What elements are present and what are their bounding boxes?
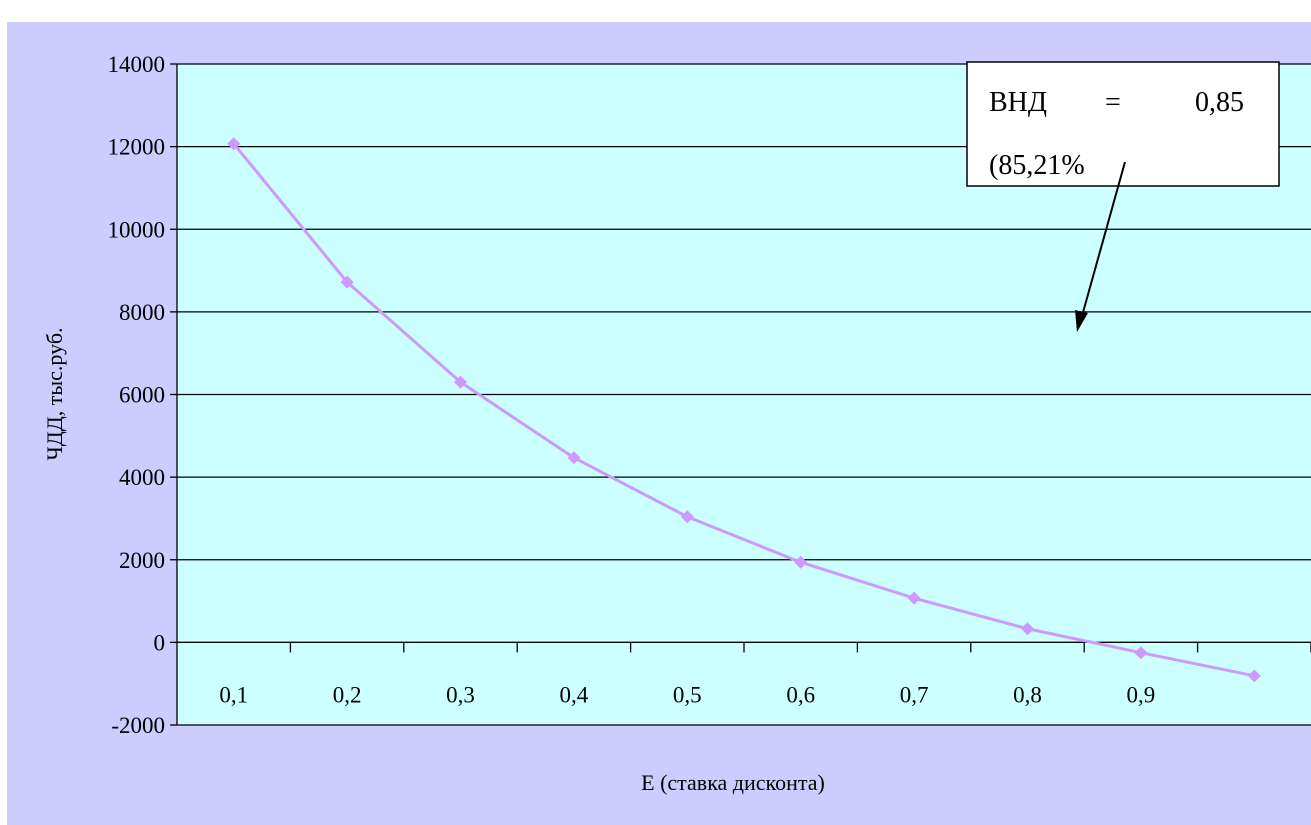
data-point xyxy=(227,137,241,151)
irr-annotation: ВНД = 0,85 (85,21% xyxy=(966,61,1280,332)
annotation-value: 0,85 xyxy=(1195,87,1244,118)
data-point xyxy=(907,591,921,605)
series-line xyxy=(232,142,1255,678)
x-axis-title: Е (ставка дисконта) xyxy=(641,770,825,795)
data-point xyxy=(454,375,467,389)
y-tick-label: 6000 xyxy=(119,383,165,408)
data-point xyxy=(567,451,581,465)
y-axis-ticks: -2000 0 2000 4000 6000 8000 10000 12000 14000 xyxy=(108,52,177,738)
data-point xyxy=(680,510,694,524)
y-tick-label: 2000 xyxy=(119,548,165,573)
data-point xyxy=(1134,646,1148,660)
y-tick-label: 12000 xyxy=(108,135,166,160)
data-point xyxy=(1021,622,1034,636)
annotation-label: ВНД xyxy=(989,87,1047,118)
y-tick-label: 4000 xyxy=(119,465,165,490)
annotation-equals: = xyxy=(1105,87,1121,118)
y-tick-label: 8000 xyxy=(119,300,165,325)
x-tick-label: 0,9 xyxy=(1127,682,1156,707)
y-tick-label: 10000 xyxy=(108,217,166,242)
series-group xyxy=(227,137,1261,683)
y-tick-label: -2000 xyxy=(111,713,165,738)
annotation-arrow-head xyxy=(1075,310,1088,332)
x-axis-ticks: 0,1 0,2 0,3 0,4 0,5 0,6 0,7 0,8 0,9 xyxy=(219,642,1311,707)
x-tick-label: 0,2 xyxy=(333,682,362,707)
y-axis-title: ЧДД, тыс.руб. xyxy=(42,327,67,460)
x-tick-label: 0,3 xyxy=(446,682,475,707)
x-tick-label: 0,4 xyxy=(560,682,589,707)
annotation-box xyxy=(966,61,1280,187)
x-tick-label: 0,8 xyxy=(1013,682,1042,707)
x-tick-label: 0,1 xyxy=(219,682,248,707)
data-point xyxy=(340,275,354,289)
annotation-arrow-line xyxy=(1081,161,1126,317)
x-tick-label: 0,6 xyxy=(786,682,815,707)
data-point xyxy=(1247,669,1261,683)
y-tick-label: 0 xyxy=(154,630,166,655)
x-tick-label: 0,5 xyxy=(673,682,702,707)
x-tick-label: 0,7 xyxy=(900,682,929,707)
y-tick-label: 14000 xyxy=(108,52,166,77)
data-point xyxy=(794,555,808,569)
annotation-percent: (85,21% xyxy=(989,150,1085,181)
